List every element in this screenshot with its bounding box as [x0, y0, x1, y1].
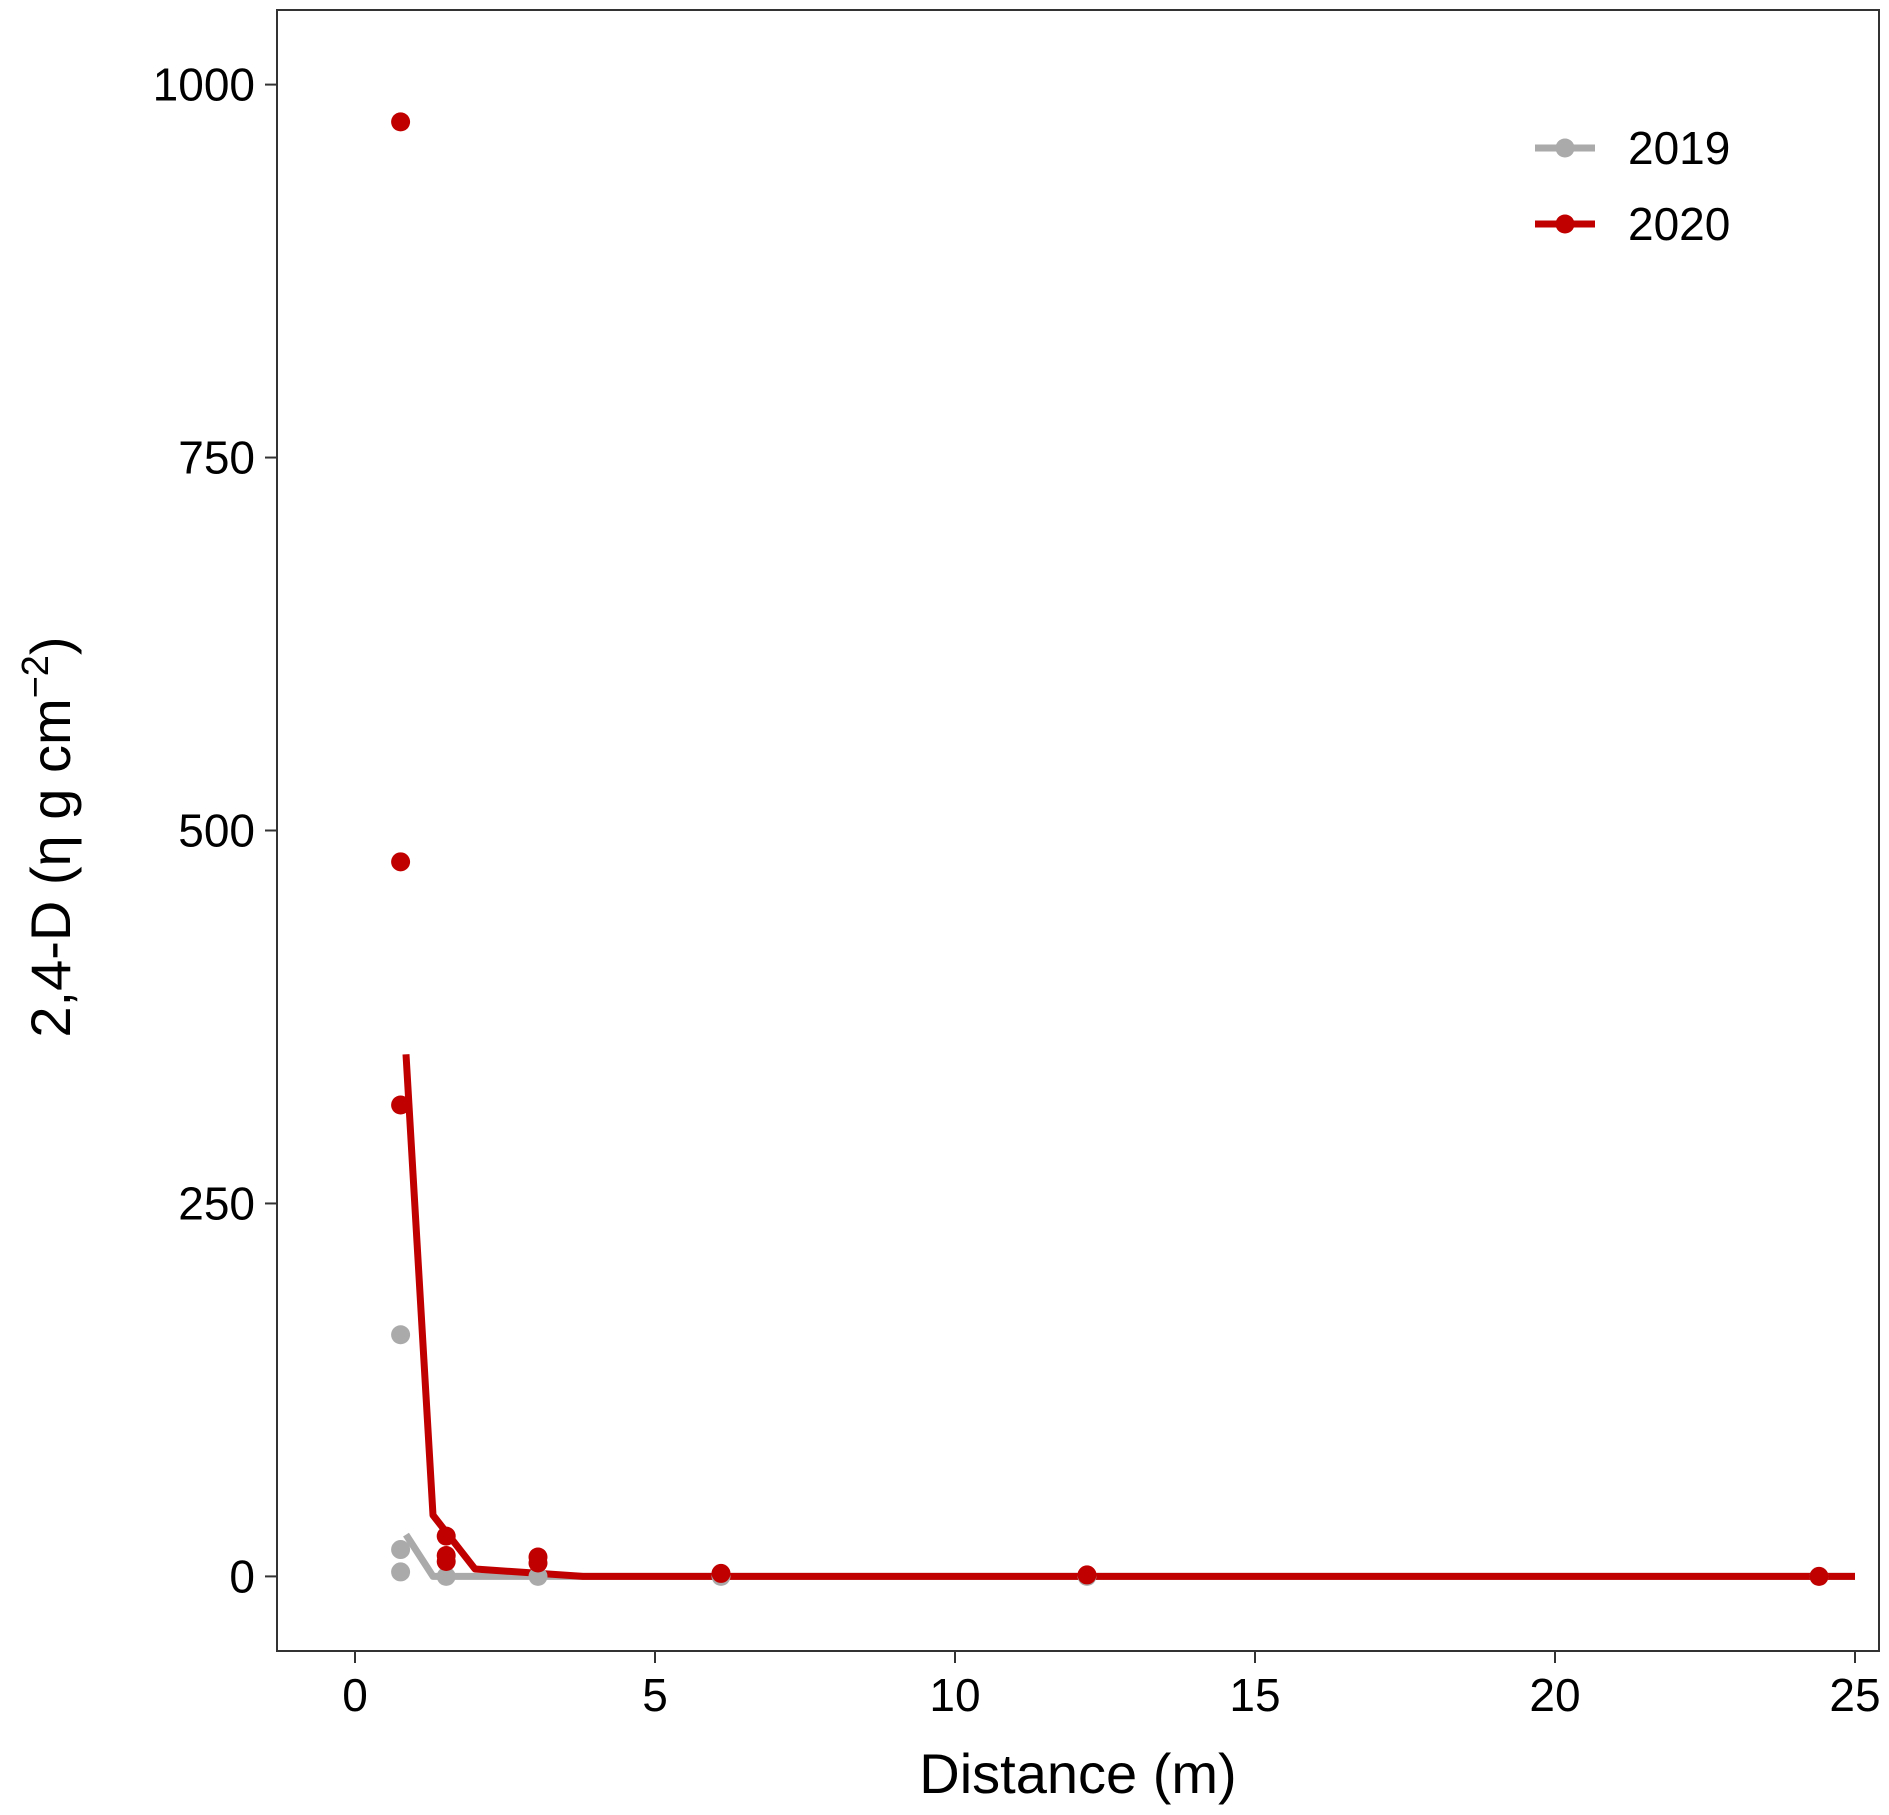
y-tick-label: 250 — [178, 1177, 255, 1229]
point-2020 — [711, 1563, 731, 1583]
y-axis-title-main: 2,4-D (η g cm — [19, 698, 82, 1037]
fit-line-2020 — [402, 1054, 1855, 1580]
point-2019 — [391, 1562, 411, 1582]
panel-border — [276, 9, 1880, 1652]
x-tick-label: 15 — [1229, 1669, 1280, 1721]
point-2020 — [528, 1553, 548, 1573]
y-tick-label: 0 — [229, 1550, 255, 1602]
plot-area — [276, 9, 1880, 1652]
point-2019 — [436, 1566, 456, 1586]
point-2019 — [391, 1325, 411, 1345]
x-tick-label: 10 — [929, 1669, 980, 1721]
data-points — [391, 112, 1829, 1586]
x-tick-label: 20 — [1529, 1669, 1580, 1721]
point-2020 — [436, 1526, 456, 1546]
x-tick-label: 5 — [642, 1669, 668, 1721]
fit-lines — [402, 1054, 1855, 1580]
point-2019 — [391, 1540, 411, 1560]
legend-label-2020: 2020 — [1628, 198, 1730, 250]
point-2020 — [1077, 1565, 1097, 1585]
legend-key-point-2020 — [1555, 214, 1575, 234]
x-tick-label: 25 — [1829, 1669, 1880, 1721]
point-2020 — [391, 852, 411, 872]
point-2020 — [436, 1551, 456, 1571]
y-axis-title: 2,4-D (η g cm−2) — [15, 636, 82, 1037]
y-axis-title-close: ) — [19, 636, 82, 655]
legend-label-2019: 2019 — [1628, 122, 1730, 174]
y-tick-label: 500 — [178, 805, 255, 857]
legend: 2019 2020 — [1535, 122, 1730, 250]
x-tick-label: 0 — [342, 1669, 368, 1721]
x-axis-title: Distance (m) — [919, 1742, 1236, 1805]
legend-key-point-2019 — [1555, 138, 1575, 158]
point-2019 — [528, 1566, 548, 1586]
y-tick-label: 750 — [178, 432, 255, 484]
y-tick-label: 1000 — [153, 59, 255, 111]
point-2020 — [391, 112, 411, 132]
y-axis-title-superscript: −2 — [15, 655, 57, 698]
point-2020 — [1809, 1566, 1829, 1586]
point-2020 — [391, 1095, 411, 1115]
